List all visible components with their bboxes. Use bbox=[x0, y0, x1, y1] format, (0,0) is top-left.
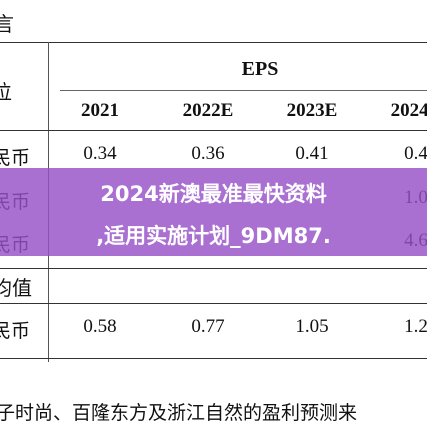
column-header: 2023E bbox=[286, 100, 338, 121]
cell: 0.34 bbox=[83, 143, 117, 164]
rule bbox=[0, 42, 427, 43]
column-header: 2024E bbox=[390, 100, 427, 121]
banner: 2024新澳最准最快资料 ,适用实施计划_9DM87. bbox=[0, 168, 427, 256]
rule bbox=[0, 130, 427, 131]
rule bbox=[0, 268, 427, 269]
cell: 1.2 bbox=[404, 316, 427, 337]
banner-line: 2024新澳最准最快资料 bbox=[100, 182, 327, 206]
rule bbox=[0, 303, 427, 304]
cell: 1.05 bbox=[295, 316, 329, 337]
banner-line: ,适用实施计划_9DM87. bbox=[96, 224, 331, 248]
row-label: 民币 bbox=[0, 148, 31, 169]
cell: 0.41 bbox=[295, 143, 329, 164]
cell: 0.36 bbox=[191, 143, 225, 164]
unit-label: 位 bbox=[0, 82, 12, 104]
column-header: 2022E bbox=[182, 100, 234, 121]
corner-text: 言 bbox=[0, 14, 14, 36]
group-header: EPS bbox=[241, 58, 279, 80]
cell: 0.58 bbox=[83, 316, 117, 337]
column-header: 2021 bbox=[81, 100, 119, 121]
cell: 0.4 bbox=[404, 143, 427, 164]
row-label: 民币 bbox=[0, 321, 31, 342]
rule bbox=[60, 90, 427, 91]
rule bbox=[0, 358, 427, 359]
section-label: 均值 bbox=[0, 278, 32, 300]
cell: 0.77 bbox=[191, 316, 225, 337]
footer-text: 子时尚、百隆东方及浙江自然的盈利预测来 bbox=[0, 403, 358, 424]
